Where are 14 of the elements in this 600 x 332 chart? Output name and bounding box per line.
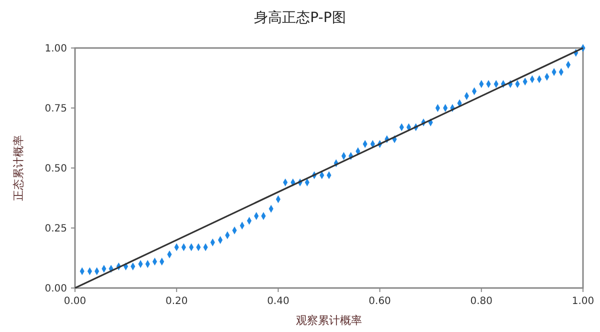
- chart-title: 身高正态P-P图: [254, 10, 346, 26]
- y-tick-label: 0.25: [44, 224, 67, 234]
- x-tick-label: 0.80: [470, 296, 493, 307]
- y-tick-label: 0.00: [44, 284, 67, 294]
- y-tick-label: 0.75: [44, 104, 67, 114]
- y-tick-label: 0.50: [44, 164, 67, 174]
- x-axis-title: 观察累计概率: [296, 314, 362, 327]
- x-tick-label: 0.20: [165, 296, 188, 307]
- y-axis-title: 正态累计概率: [12, 135, 25, 201]
- x-tick-label: 0.00: [64, 296, 86, 307]
- y-tick-label: 1.00: [44, 44, 67, 54]
- x-tick-label: 0.40: [267, 296, 290, 307]
- x-tick-label: 0.60: [368, 296, 391, 307]
- x-tick-label: 1.00: [572, 296, 594, 307]
